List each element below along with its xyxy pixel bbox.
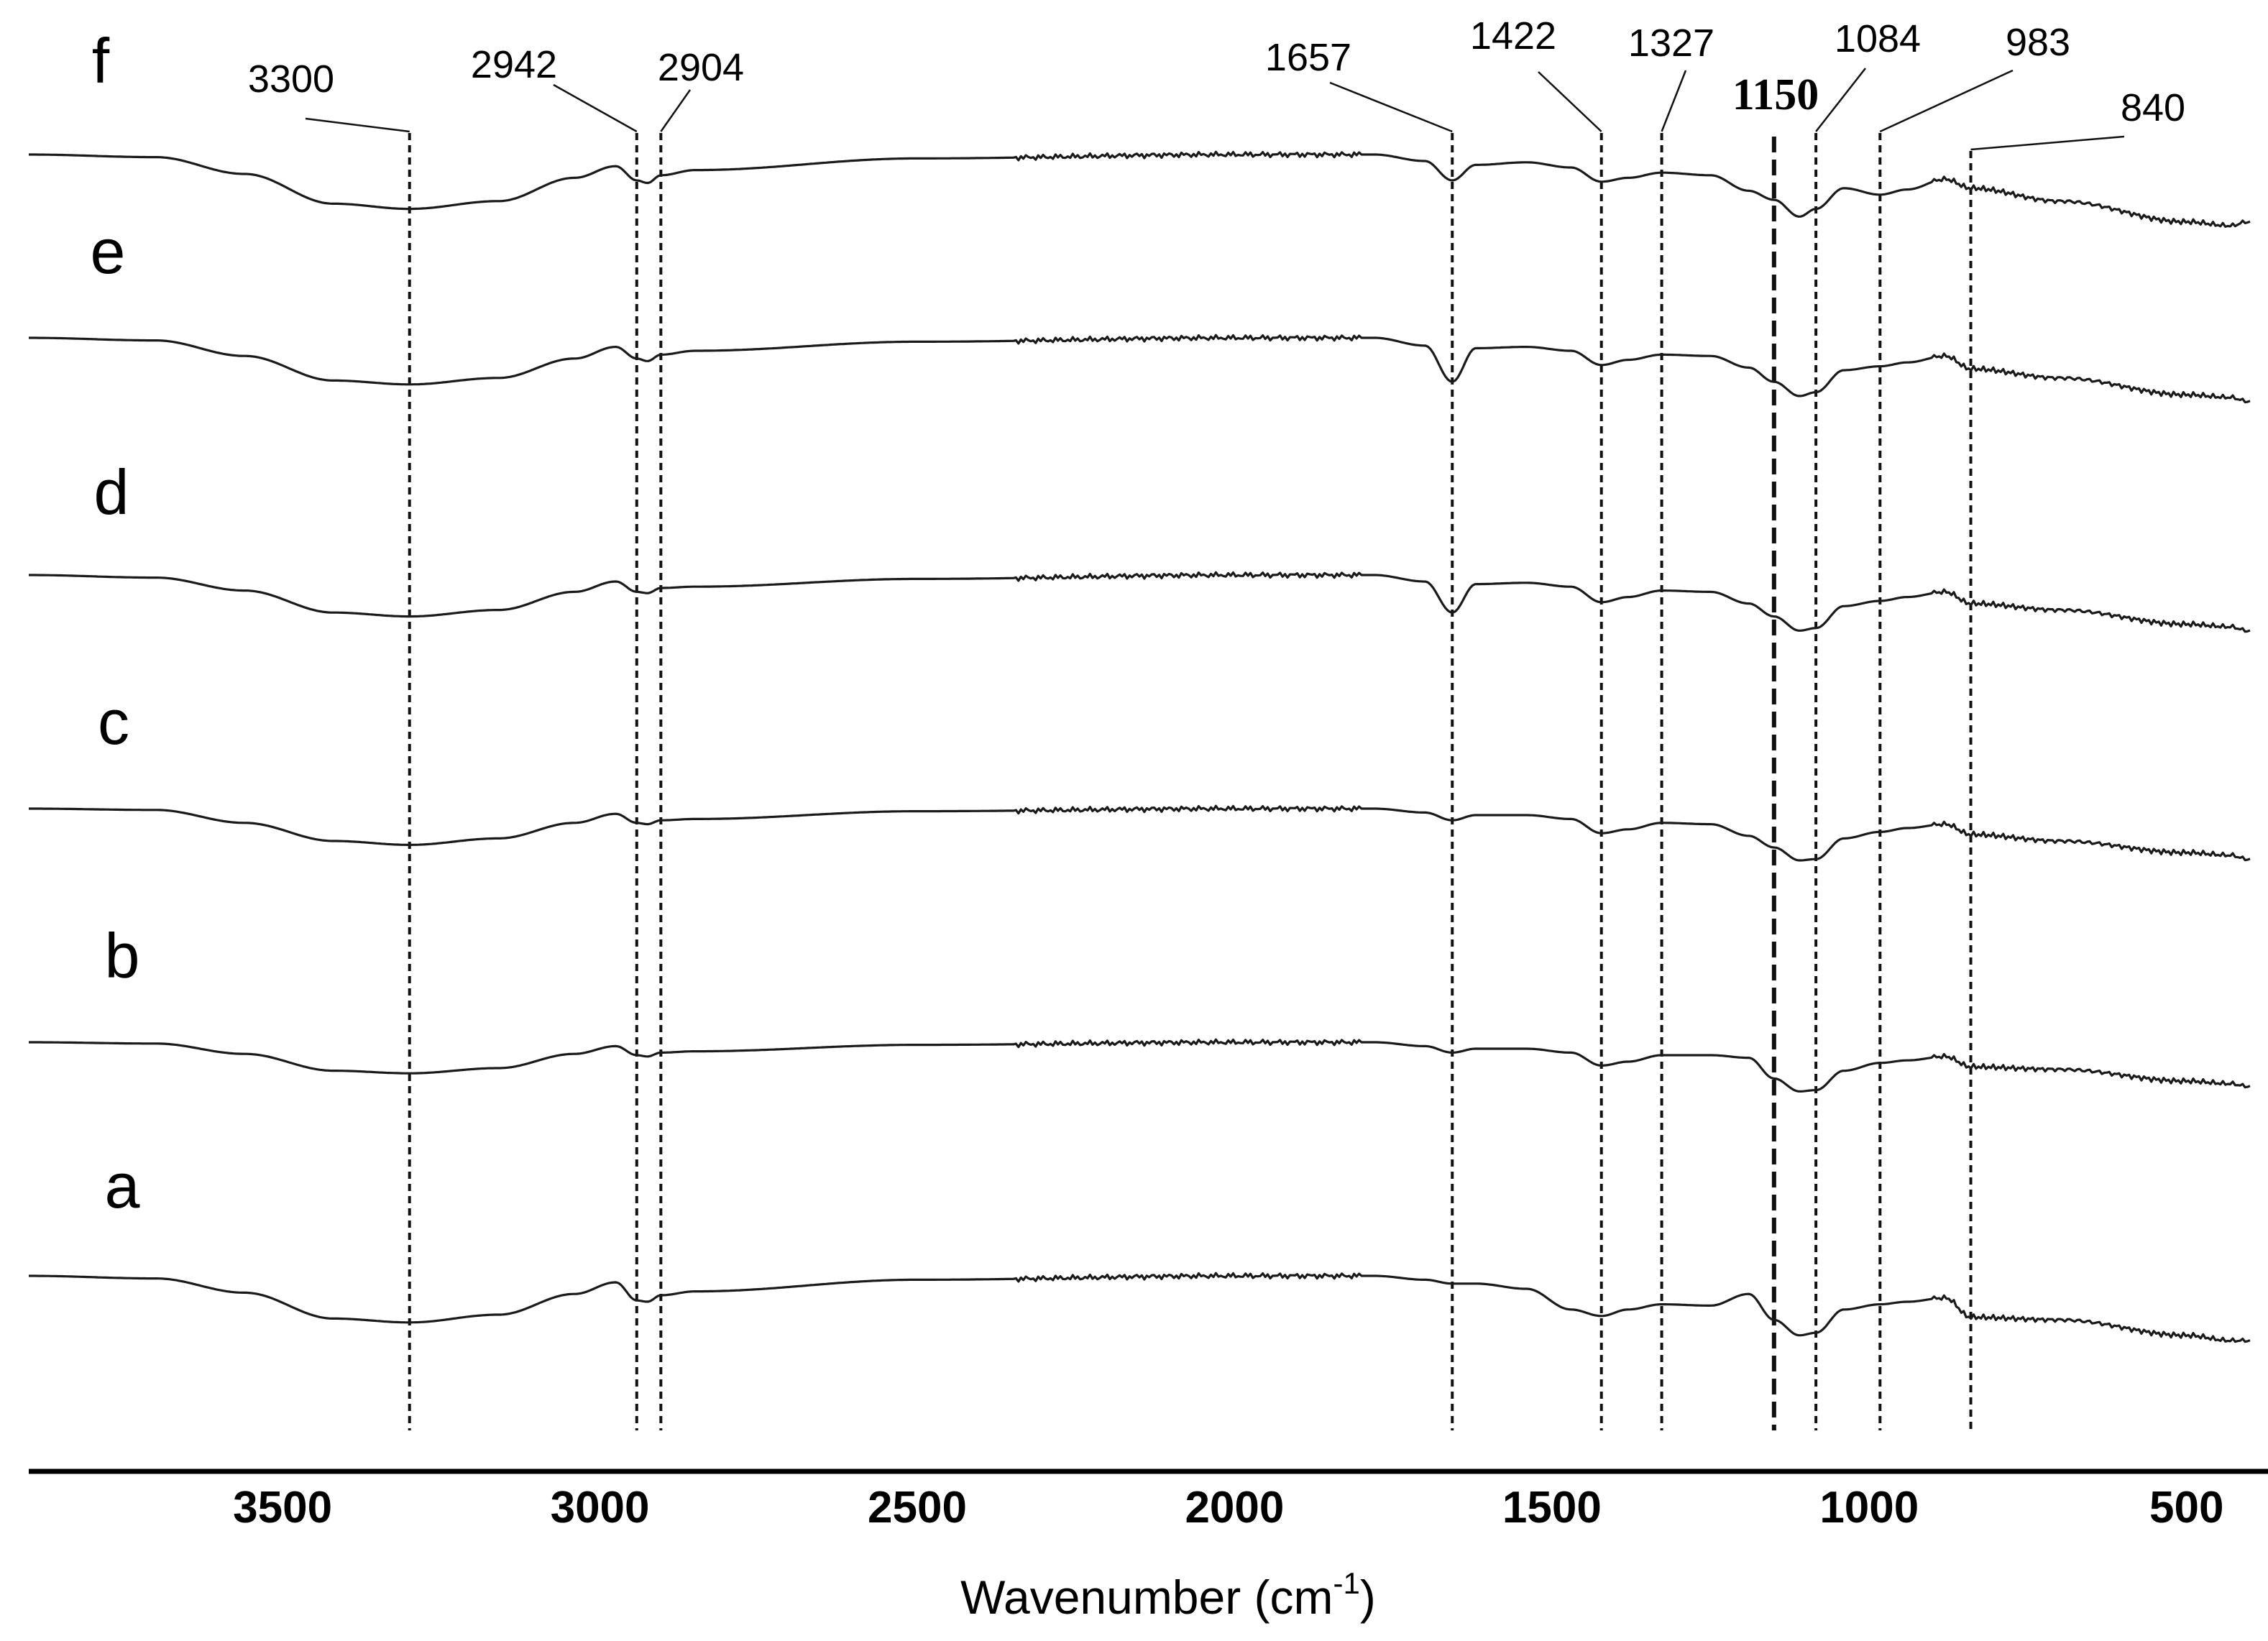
- series-label-f: f: [92, 25, 110, 96]
- peak-label-1657: 1657: [1265, 36, 1351, 79]
- peak-label-1327: 1327: [1628, 22, 1714, 65]
- spectrum-c: [29, 804, 2251, 862]
- peak-label-1422: 1422: [1470, 14, 1556, 58]
- peak-label-2942: 2942: [471, 43, 557, 86]
- spectrum-e: [29, 334, 2251, 404]
- peak-leader-lines: [305, 68, 2125, 151]
- x-tick-1000: 1000: [1819, 1483, 1919, 1532]
- x-tick-3000: 3000: [551, 1483, 650, 1532]
- series-label-a: a: [105, 1150, 140, 1221]
- peak-leader-2942: [553, 83, 638, 133]
- spectrum-a: [29, 1272, 2251, 1343]
- peak-leader-983: [1879, 69, 2014, 133]
- x-tick-3500: 3500: [233, 1483, 332, 1532]
- series-labels: f e d c b a: [91, 25, 140, 1221]
- peak-leader-1084: [1815, 68, 1866, 132]
- peak-labels: 3300 2942 2904 1657 1422 1327 1150 1084 983 840: [248, 14, 2185, 129]
- x-tick-500: 500: [2149, 1483, 2223, 1532]
- peak-leader-1422: [1538, 71, 1602, 132]
- series-label-b: b: [105, 920, 140, 991]
- peak-guide-lines: [408, 133, 1973, 1430]
- peak-label-1150: 1150: [1732, 70, 1819, 119]
- peak-leader-2904: [660, 89, 692, 132]
- peak-leader-1327: [1661, 70, 1687, 132]
- series-label-c: c: [98, 686, 129, 758]
- x-axis-title-superscript: -1: [1333, 1566, 1360, 1600]
- peak-leader-1657: [1329, 81, 1453, 133]
- x-tick-labels: 3500 3000 2500 2000 1500 1000 500: [233, 1483, 2223, 1532]
- x-tick-2500: 2500: [868, 1483, 967, 1532]
- peak-leader-3300: [305, 117, 410, 133]
- x-axis-title: Wavenumber (cm-1): [960, 1566, 1376, 1624]
- spectrum-d: [29, 571, 2251, 633]
- series-label-d: d: [94, 456, 129, 528]
- peak-leader-840: [1970, 135, 2125, 151]
- peak-label-3300: 3300: [248, 58, 334, 101]
- x-tick-1500: 1500: [1502, 1483, 1602, 1532]
- x-axis-title-close: ): [1360, 1571, 1376, 1624]
- peak-label-1084: 1084: [1835, 17, 1921, 60]
- series-label-e: e: [91, 216, 126, 287]
- x-axis-title-text: Wavenumber (cm: [960, 1571, 1333, 1624]
- peak-label-983: 983: [2006, 21, 2070, 64]
- spectra: [29, 150, 2251, 1343]
- spectrum-b: [29, 1038, 2251, 1093]
- peak-label-2904: 2904: [658, 46, 744, 89]
- spectrum-f: [29, 150, 2251, 228]
- x-tick-2000: 2000: [1185, 1483, 1284, 1532]
- peak-label-840: 840: [2121, 86, 2185, 129]
